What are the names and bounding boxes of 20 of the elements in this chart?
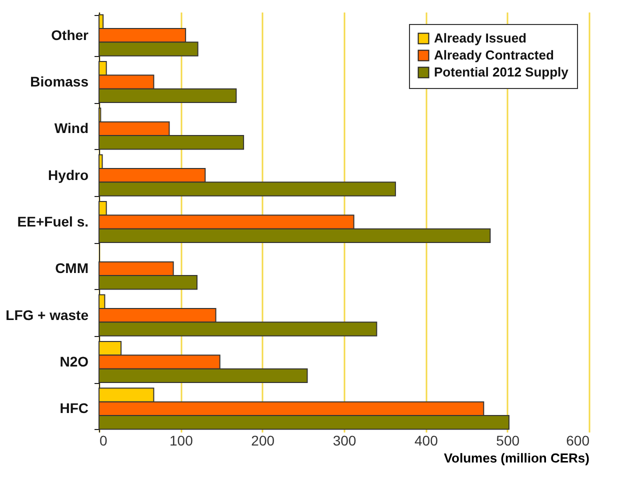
y-tick-label: HFC: [60, 400, 88, 416]
y-tick-label: Other: [51, 26, 90, 43]
x-tick-label: 0: [100, 432, 108, 448]
y-tick-label: LFG + waste: [6, 306, 89, 323]
legend-label: Already Contracted: [434, 48, 554, 62]
y-tick-label: N2O: [60, 354, 89, 370]
x-axis-title: Volumes (million CERs): [444, 450, 590, 466]
x-tick-label: 400: [414, 432, 438, 448]
y-tick-label: CMM: [55, 260, 88, 276]
x-tick-label: 600: [566, 432, 590, 448]
x-tick-label: 200: [251, 432, 275, 448]
legend-label: Potential 2012 Supply: [434, 64, 570, 80]
y-tick-label: EE+Fuel s.: [17, 214, 88, 230]
x-tick-label: 300: [332, 432, 356, 448]
legend-label: Already Issued: [434, 30, 527, 46]
y-tick-label: Biomass: [30, 74, 89, 90]
y-tick-label: Hydro: [48, 166, 88, 183]
y-tick-label: Wind: [54, 120, 88, 136]
x-tick-label: 500: [496, 432, 520, 448]
x-tick-label: 100: [169, 432, 194, 448]
